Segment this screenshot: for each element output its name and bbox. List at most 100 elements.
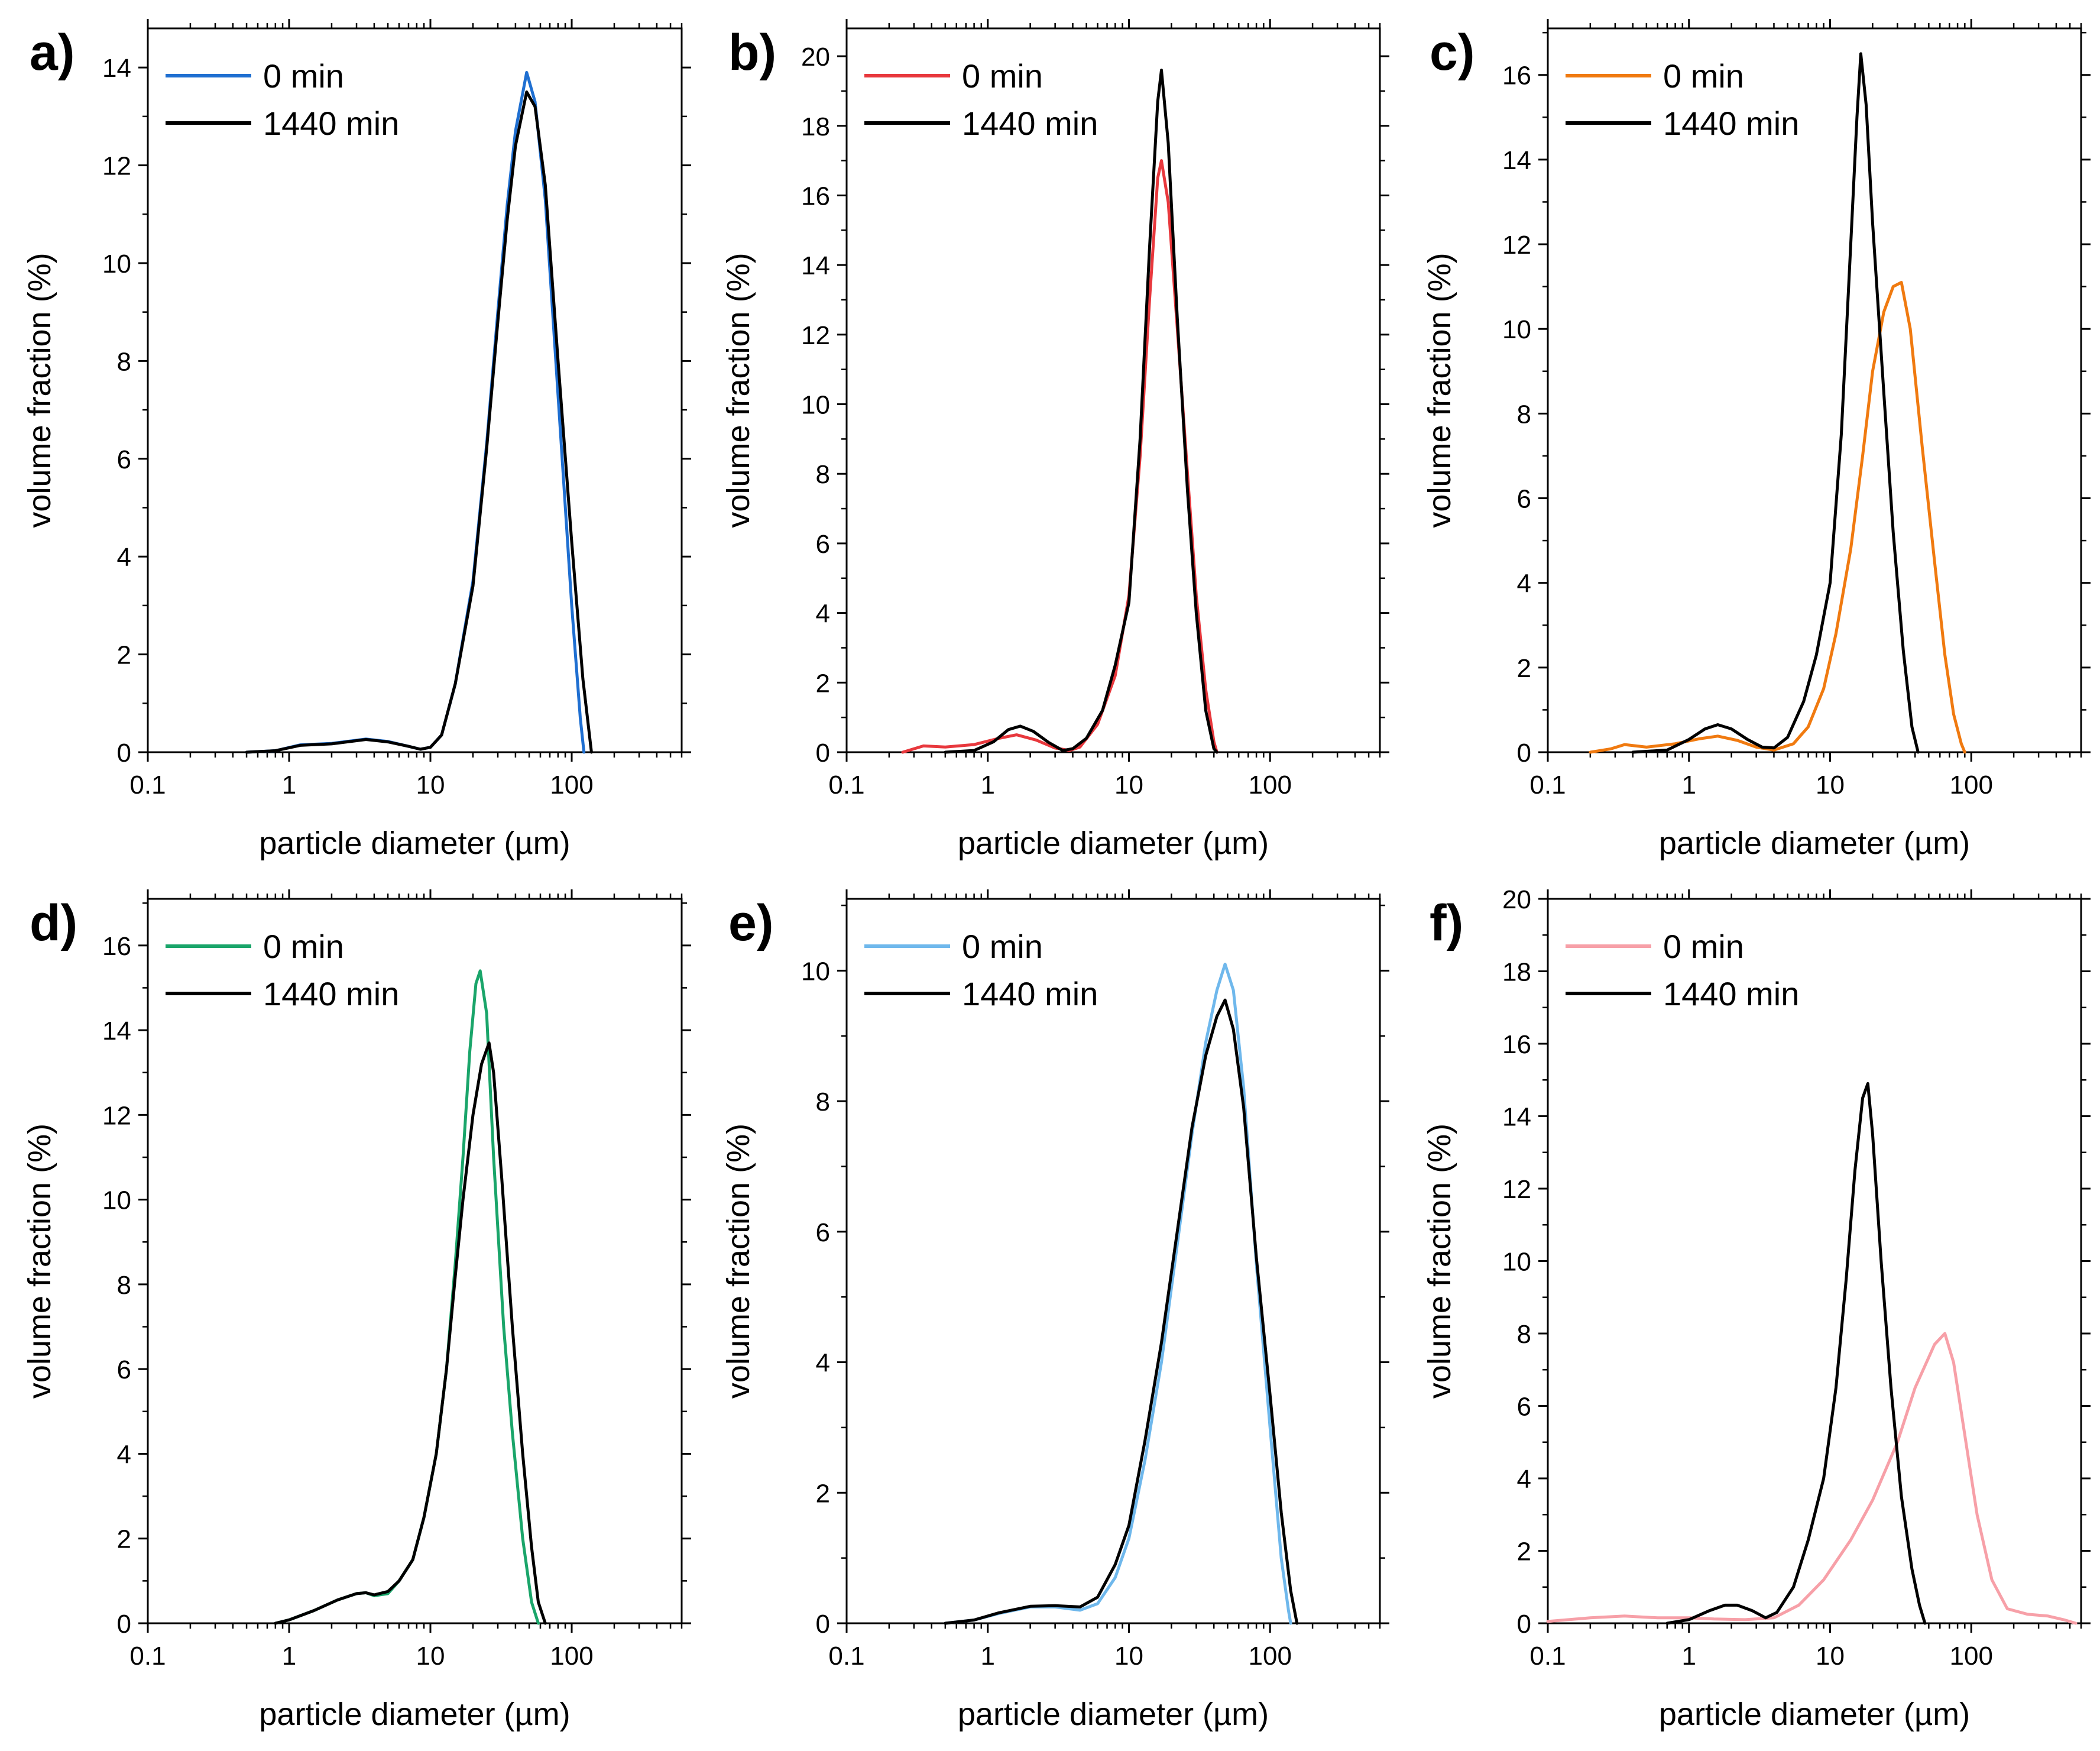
y-tick-label: 4 [1517, 1465, 1531, 1494]
y-tick-label: 16 [1502, 62, 1531, 90]
legend-label: 0 min [1663, 57, 1744, 95]
series-line-1440min [1631, 52, 1920, 754]
y-tick-label: 2 [117, 1525, 131, 1554]
y-tick-label: 0 [1517, 739, 1531, 768]
series-line-1440min [245, 90, 593, 754]
y-tick-label: 6 [117, 445, 131, 474]
x-tick-label: 100 [1950, 1642, 1993, 1671]
y-tick-label: 6 [1517, 485, 1531, 514]
y-axis-label: volume fraction (%) [1422, 253, 1457, 527]
plot-frame [1547, 27, 2082, 753]
chart-panel-5: 0.1 1 10 100 0 2 4 6 8 10 particle diameter (µm) vo… [721, 889, 1389, 1732]
x-tick-label: 100 [1249, 771, 1292, 800]
x-tick-label: 10 [416, 1642, 445, 1671]
chart-panel-6: 0.1 1 10 100 0 2 4 6 8 10 12 14 16 18 20 particle diame… [1422, 885, 2091, 1732]
legend-label: 0 min [263, 57, 344, 95]
x-tick-label: 1 [282, 1642, 296, 1671]
chart-panel-2: 0.1 1 10 100 0 2 4 6 8 10 12 14 16 18 20 particle diame… [721, 19, 1389, 861]
panel-letter: f) [1430, 895, 1463, 951]
x-tick-label: 0.1 [1529, 1642, 1566, 1671]
y-tick-label: 0 [816, 739, 830, 768]
x-tick-label: 10 [1816, 771, 1845, 800]
y-tick-label: 10 [1502, 1248, 1531, 1277]
y-tick-label: 6 [816, 530, 830, 559]
x-tick-label: 100 [1249, 1642, 1292, 1671]
y-tick-label: 8 [117, 1271, 131, 1300]
legend-label: 1440 min [1663, 105, 1799, 142]
y-tick-label: 6 [117, 1355, 131, 1384]
panel-letter: d) [30, 895, 77, 951]
legend-label: 1440 min [263, 975, 399, 1012]
x-axis-label: particle diameter (µm) [958, 826, 1269, 861]
y-tick-label: 8 [1517, 400, 1531, 429]
plot-frame [845, 898, 1381, 1624]
y-tick-label: 4 [117, 543, 131, 572]
panel-letter: a) [30, 24, 74, 81]
chart-panel-4: 0.1 1 10 100 0 2 4 6 8 10 12 14 16 particle diameter … [22, 889, 691, 1732]
y-tick-label: 12 [102, 1101, 131, 1130]
y-tick-label: 2 [1517, 1538, 1531, 1566]
y-tick-label: 2 [117, 641, 131, 670]
x-tick-label: 1 [282, 771, 296, 800]
x-tick-label: 0.1 [129, 771, 166, 800]
y-tick-label: 10 [102, 1186, 131, 1215]
x-tick-label: 1 [1681, 771, 1696, 800]
panel-letter: e) [728, 895, 773, 951]
y-axis-label: volume fraction (%) [721, 1124, 756, 1399]
chart-panel-3: 0.1 1 10 100 0 2 4 6 8 10 12 14 16 particle diameter … [1422, 19, 2091, 861]
y-tick-label: 8 [816, 460, 830, 489]
legend-label: 1440 min [263, 105, 399, 142]
y-tick-label: 12 [1502, 231, 1531, 260]
y-tick-label: 2 [816, 1479, 830, 1508]
y-tick-label: 0 [816, 1610, 830, 1639]
y-tick-label: 0 [117, 739, 131, 768]
plot-frame [147, 898, 683, 1624]
y-tick-label: 14 [801, 251, 830, 280]
y-tick-label: 18 [1502, 958, 1531, 987]
plot-frame [147, 27, 683, 753]
y-tick-label: 4 [117, 1440, 131, 1469]
x-tick-label: 100 [1950, 771, 1993, 800]
panel-letter: b) [728, 24, 776, 81]
x-tick-label: 1 [980, 771, 994, 800]
series-line-1440min [944, 998, 1299, 1625]
x-tick-label: 0.1 [129, 1642, 166, 1671]
x-tick-label: 0.1 [828, 1642, 864, 1671]
y-tick-label: 2 [1517, 654, 1531, 683]
y-tick-label: 6 [816, 1218, 830, 1247]
legend-label: 1440 min [1663, 975, 1799, 1012]
x-tick-label: 10 [416, 771, 445, 800]
y-axis-label: volume fraction (%) [22, 1124, 57, 1399]
y-tick-label: 10 [801, 391, 830, 420]
y-tick-label: 4 [816, 1349, 830, 1378]
y-tick-label: 10 [1502, 315, 1531, 344]
y-tick-label: 16 [1502, 1030, 1531, 1059]
series-line-0min [901, 159, 1218, 754]
legend-label: 0 min [962, 57, 1043, 95]
y-tick-label: 20 [801, 43, 830, 72]
y-tick-label: 20 [1502, 885, 1531, 914]
x-axis-label: particle diameter (µm) [1659, 1697, 1970, 1732]
plot-frame [845, 27, 1381, 753]
y-tick-label: 8 [816, 1088, 830, 1116]
legend-label: 0 min [263, 928, 344, 965]
x-axis-label: particle diameter (µm) [259, 1697, 570, 1732]
chart-panel-1: 0.1 1 10 100 0 2 4 6 8 10 12 14 particle diameter (µ… [22, 19, 691, 861]
x-tick-label: 10 [1816, 1642, 1845, 1671]
y-tick-label: 2 [816, 669, 830, 698]
y-axis-label: volume fraction (%) [721, 253, 756, 527]
y-tick-label: 16 [801, 182, 830, 211]
legend-label: 0 min [962, 928, 1043, 965]
y-tick-label: 14 [1502, 1103, 1531, 1132]
y-tick-label: 0 [1517, 1610, 1531, 1639]
x-tick-label: 100 [550, 1642, 593, 1671]
y-tick-label: 4 [816, 600, 830, 629]
series-line-0min [1589, 281, 1966, 754]
y-axis-label: volume fraction (%) [1422, 1124, 1457, 1399]
series-line-0min [274, 969, 540, 1625]
y-tick-label: 8 [117, 347, 131, 376]
y-axis-label: volume fraction (%) [22, 253, 57, 527]
x-axis-label: particle diameter (µm) [958, 1697, 1269, 1732]
x-tick-label: 1 [980, 1642, 994, 1671]
